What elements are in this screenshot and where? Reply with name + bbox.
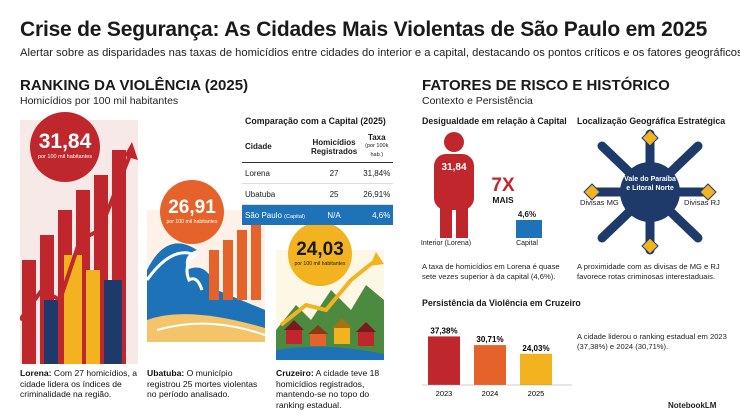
bar-2025 <box>520 353 552 385</box>
table-row: Ubatuba 25 26,91% <box>242 183 394 205</box>
col-rate-unit: (por 100k hab.) <box>365 143 389 158</box>
location-left: Divisas MG <box>580 198 619 207</box>
warning-sign-icon <box>641 237 659 255</box>
cruzeiro-name: Cruzeiro: <box>276 368 314 378</box>
ubatuba-rate-badge: 26,91 por 100 mil habitantes <box>160 180 224 244</box>
ubatuba-caption: Ubatuba: O município registrou 25 mortes… <box>147 368 267 400</box>
lorena-name: Lorena: <box>20 368 52 378</box>
location-note: A proximidade com as divisas de MG e RJ … <box>577 262 720 281</box>
warning-sign-icon <box>583 183 601 201</box>
row-rate: 31,84% <box>360 162 394 184</box>
col-rate: Taxa (por 100k hab.) <box>360 131 394 163</box>
cruzeiro-rate: 24,03 <box>296 239 344 260</box>
capital-rate: 4,6% <box>372 210 391 220</box>
x-tick-label: 2023 <box>436 389 453 398</box>
bar-value-label: 37,38% <box>430 326 457 335</box>
person-icon <box>434 132 474 238</box>
capital-homicides: N/A <box>327 210 341 220</box>
lorena-rate-unit: por 100 mil habitantes <box>37 154 93 160</box>
ubatuba-rate-unit: por 100 mil habitantes <box>166 219 218 225</box>
capital-bar <box>516 220 542 238</box>
lorena-caption: Lorena: Com 27 homicídios, a cidade lide… <box>20 368 138 400</box>
lorena-desc: Com 27 homicídios, a cidade lidera os ín… <box>20 368 138 399</box>
ranking-title: RANKING DA VIOLÊNCIA (2025) <box>20 77 249 94</box>
capital-label: Capital <box>516 240 538 247</box>
row-homicides: 27 <box>307 162 361 184</box>
col-city: Cidade <box>242 131 308 163</box>
capital-row: São Paulo (Capital) N/A 4,6% <box>242 204 394 226</box>
x-tick-label: 2024 <box>482 389 499 398</box>
warning-sign-icon <box>641 129 659 147</box>
location-map <box>583 129 717 255</box>
location-right: Divisas RJ <box>684 198 720 207</box>
page-title: Crise de Segurança: As Cidades Mais Viol… <box>20 18 708 41</box>
inequality-note: A taxa de homicídios em Lorena é quase s… <box>422 262 560 281</box>
location-title: Localização Geográfica Estratégica <box>577 116 726 126</box>
notebooklm-logo: NotebookLM <box>668 401 717 410</box>
cruzeiro-caption: Cruzeiro: A cidade teve 18 homicídios re… <box>276 368 394 410</box>
interior-value: 31,84 <box>441 162 467 173</box>
col-rate-label: Taxa <box>367 133 386 142</box>
ubatuba-desc: O município registrou 25 mortes violenta… <box>147 368 258 399</box>
warning-sign-icon <box>699 183 717 201</box>
comparison-header-row: Cidade Homicídios Registrados Taxa (por 1… <box>242 131 394 163</box>
col-homicides: Homicídios Registrados <box>307 131 361 163</box>
persistence-title: Persistência da Violência em Cruzeiro <box>422 298 581 308</box>
comparison-title: Comparação com a Capital (2025) <box>245 116 386 126</box>
capital-name: São Paulo <box>245 210 282 220</box>
bar-value-label: 30,71% <box>476 335 503 344</box>
lorena-rate-badge: 31,84 por 100 mil habitantes <box>30 112 100 182</box>
row-rate: 26,91% <box>360 183 394 205</box>
cruzeiro-rate-badge: 24,03 por 100 mil habitantes <box>288 222 352 286</box>
capital-value: 4,6% <box>517 210 537 219</box>
cruzeiro-desc: A cidade teve 18 homicídios registrados,… <box>276 368 380 410</box>
bar-2023 <box>428 336 460 385</box>
cruzeiro-rate-unit: por 100 mil habitantes <box>294 261 346 267</box>
persistence-note: A cidade liderou o ranking estadual em 2… <box>577 332 727 351</box>
page-subtitle: Alertar sobre as disparidades nas taxas … <box>20 47 740 59</box>
factors-title: FATORES DE RISCO E HISTÓRICO <box>422 77 670 94</box>
lorena-rate: 31,84 <box>38 130 92 153</box>
bar-2024 <box>474 345 506 385</box>
comparison-table: Cidade Homicídios Registrados Taxa (por 1… <box>242 131 394 226</box>
ranking-subtitle: Homicídios por 100 mil habitantes <box>20 95 179 107</box>
ratio-word: MAIS <box>492 195 514 205</box>
ubatuba-rate: 26,91 <box>168 197 216 218</box>
row-city: Lorena <box>242 162 308 184</box>
factors-subtitle: Contexto e Persistência <box>422 95 533 107</box>
x-tick-label: 2025 <box>528 389 545 398</box>
ratio-value: 7X <box>491 175 515 196</box>
capital-city: São Paulo (Capital) <box>242 205 308 226</box>
location-center: Vale do Paraíba e Litoral Norte <box>624 176 676 192</box>
table-row: Lorena 27 31,84% <box>242 162 394 184</box>
inequality-figure <box>434 132 542 238</box>
inequality-title: Desigualdade em relação à Capital <box>422 116 567 126</box>
interior-label: Interior (Lorena) <box>420 240 472 247</box>
row-city: Ubatuba <box>242 183 308 205</box>
ubatuba-name: Ubatuba: <box>147 368 185 378</box>
bar-value-label: 24,03% <box>522 344 549 353</box>
capital-tag: (Capital) <box>284 213 305 220</box>
row-homicides: 25 <box>307 183 361 205</box>
persistence-chart: 37,38% 2023 30,71% 2024 24,03% 2025 <box>422 326 572 398</box>
